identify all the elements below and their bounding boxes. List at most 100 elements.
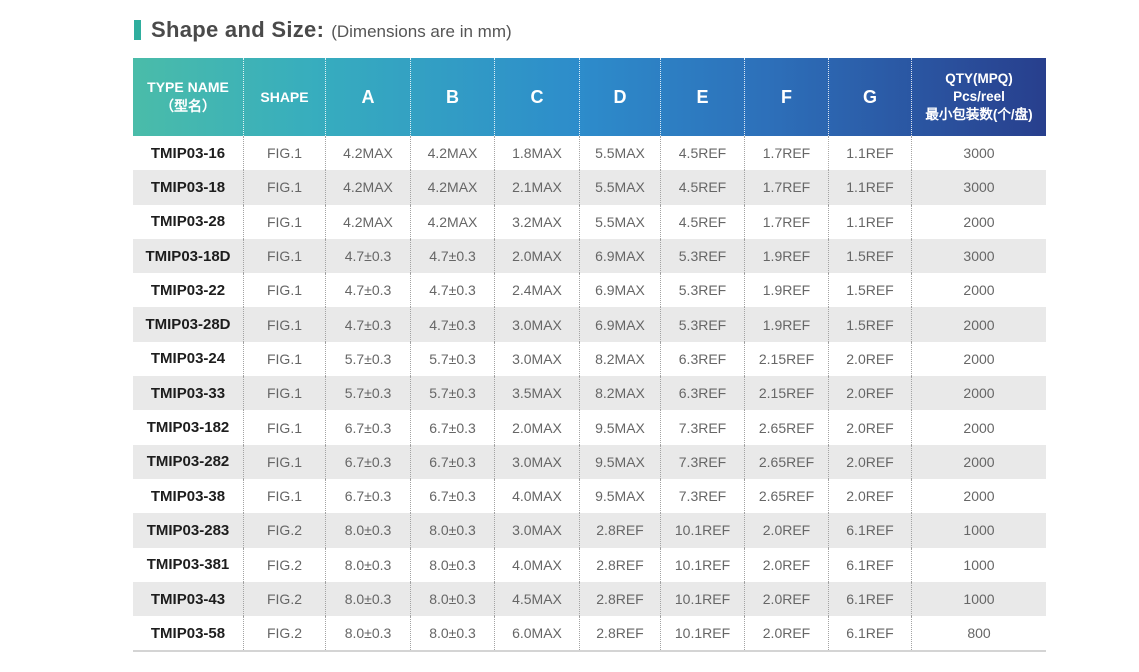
data-cell-shape: FIG.2 [244,513,326,548]
data-cell-d: 2.8REF [580,616,661,651]
data-cell-b: 4.2MAX [411,170,495,205]
data-cell-d: 6.9MAX [580,273,661,308]
table-row: TMIP03-16 FIG.1 4.2MAX 4.2MAX 1.8MAX 5.5MAX 4.… [133,136,1046,171]
data-cell-c: 3.5MAX [495,376,580,411]
data-cell-e: 10.1REF [661,513,745,548]
data-cell-a: 5.7±0.3 [326,376,411,411]
data-cell-f: 2.65REF [745,444,829,479]
data-cell-c: 2.0MAX [495,410,580,445]
data-cell-c: 3.0MAX [495,341,580,377]
data-cell-c: 2.1MAX [495,170,580,205]
table-header-row: TYPE NAME （型名） SHAPE A B C D E F G QTY(MPQ) Pcs/ree… [133,58,1046,136]
data-cell-a: 8.0±0.3 [326,547,411,582]
table-row: TMIP03-282 FIG.1 6.7±0.3 6.7±0.3 3.0MAX 9.5MA… [133,444,1046,479]
data-cell-f: 1.9REF [745,238,829,274]
data-cell-f: 2.65REF [745,478,829,514]
data-cell-c: 3.0MAX [495,307,580,342]
type-name-cell: TMIP03-43 [133,581,244,617]
data-cell-a: 4.2MAX [326,170,411,205]
data-cell-shape: FIG.1 [244,444,326,479]
data-cell-f: 1.9REF [745,307,829,342]
table-row: TMIP03-22 FIG.1 4.7±0.3 4.7±0.3 2.4MAX 6.9MAX… [133,273,1046,308]
type-name-cell: TMIP03-381 [133,547,244,582]
data-cell-f: 1.9REF [745,273,829,308]
type-name-cell: TMIP03-282 [133,444,244,479]
page-subtitle: (Dimensions are in mm) [331,22,512,41]
data-cell-a: 6.7±0.3 [326,444,411,479]
data-cell-a: 8.0±0.3 [326,616,411,651]
data-cell-d: 2.8REF [580,513,661,548]
data-cell-qty: 1000 [963,591,995,607]
data-cell-g: 1.5REF [829,307,912,342]
data-cell-d: 6.9MAX [580,238,661,274]
data-cell-b: 4.2MAX [411,136,495,171]
data-cell-g: 6.1REF [829,513,912,548]
data-cell-f: 1.7REF [745,136,829,171]
data-cell-e: 4.5REF [661,170,745,205]
data-cell-qty: 2000 [963,453,995,470]
data-cell-b: 6.7±0.3 [411,444,495,479]
data-cell-b: 4.7±0.3 [411,307,495,342]
data-cell-f: 2.15REF [745,341,829,377]
data-cell-f: 2.0REF [745,616,829,651]
table-row: TMIP03-28D FIG.1 4.7±0.3 4.7±0.3 3.0MAX 6.9MA… [133,307,1046,342]
data-cell-a: 4.7±0.3 [326,273,411,308]
table-row: TMIP03-18D FIG.1 4.7±0.3 4.7±0.3 2.0MAX 6.9MA… [133,238,1046,274]
data-cell-qty: 2000 [963,213,995,230]
data-cell-c: 3.0MAX [495,444,580,479]
type-name-cell: TMIP03-18 [133,170,244,205]
data-cell-shape: FIG.1 [244,307,326,342]
data-cell-d: 9.5MAX [580,444,661,479]
data-cell-b: 4.2MAX [411,204,495,239]
data-cell-f: 2.0REF [745,513,829,548]
data-cell-g: 6.1REF [829,616,912,651]
data-cell-f: 2.15REF [745,376,829,411]
table-row: TMIP03-38 FIG.1 6.7±0.3 6.7±0.3 4.0MAX 9.5MAX… [133,478,1046,514]
shape-size-table: TYPE NAME （型名） SHAPE A B C D E F G QTY(MPQ) Pcs/ree… [133,58,1046,653]
data-cell-qty: 2000 [963,419,995,436]
data-cell-g: 2.0REF [829,341,912,377]
data-cell-f: 1.7REF [745,170,829,205]
data-cell-e: 5.3REF [661,273,745,308]
data-cell-d: 2.8REF [580,581,661,617]
table-row: TMIP03-381 FIG.2 8.0±0.3 8.0±0.3 4.0MAX 2.8RE… [133,547,1046,582]
data-cell-g: 1.5REF [829,238,912,274]
data-cell-c: 2.4MAX [495,273,580,308]
data-cell-shape: FIG.1 [244,204,326,239]
data-cell-b: 6.7±0.3 [411,410,495,445]
data-cell-shape: FIG.1 [244,376,326,411]
data-cell-qty: 1000 [963,522,995,539]
data-cell-e: 10.1REF [661,547,745,582]
data-cell-f: 2.0REF [745,581,829,617]
data-cell-c: 4.0MAX [495,547,580,582]
data-cell-e: 10.1REF [661,581,745,617]
data-cell-d: 2.8REF [580,547,661,582]
data-cell-a: 8.0±0.3 [326,513,411,548]
column-header-qty: QTY(MPQ) Pcs/reel 最小包装数(个/盘) [925,71,1033,122]
data-cell-e: 4.5REF [661,204,745,239]
data-cell-g: 1.5REF [829,273,912,308]
type-name-cell: TMIP03-38 [133,478,244,514]
data-cell-qty: 2000 [963,488,995,505]
data-cell-g: 1.1REF [829,170,912,205]
column-header-d: D [580,58,661,136]
data-cell-shape: FIG.2 [244,581,326,617]
data-cell-c: 1.8MAX [495,136,580,171]
table-row: TMIP03-18 FIG.1 4.2MAX 4.2MAX 2.1MAX 5.5MAX 4.… [133,170,1046,205]
data-cell-g: 2.0REF [829,376,912,411]
data-cell-c: 4.5MAX [495,581,580,617]
type-name-cell: TMIP03-18D [133,238,244,274]
data-cell-qty: 3000 [963,248,995,265]
data-cell-c: 2.0MAX [495,238,580,274]
data-cell-qty: 3000 [963,179,995,196]
data-cell-b: 4.7±0.3 [411,238,495,274]
data-cell-g: 6.1REF [829,581,912,617]
data-cell-d: 8.2MAX [580,376,661,411]
data-cell-qty: 2000 [963,385,995,402]
column-header-g: G [829,58,912,136]
data-cell-g: 2.0REF [829,410,912,445]
data-cell-shape: FIG.2 [244,616,326,651]
data-cell-shape: FIG.1 [244,478,326,514]
type-name-cell: TMIP03-16 [133,136,244,171]
data-cell-c: 3.2MAX [495,204,580,239]
